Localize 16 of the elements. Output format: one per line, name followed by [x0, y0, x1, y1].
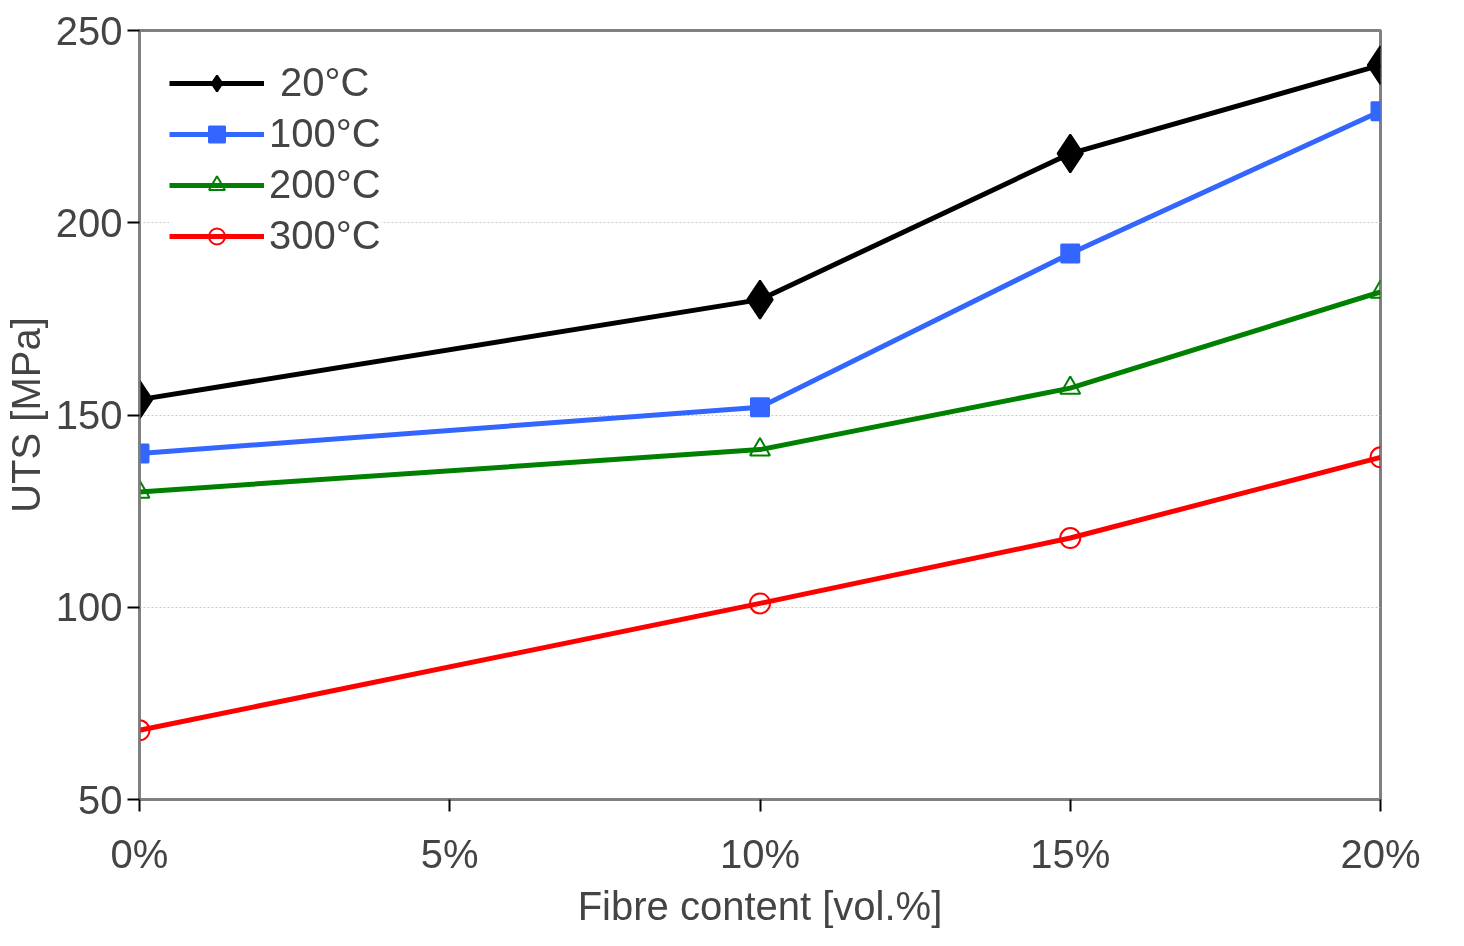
x-tick-label: 5% [420, 831, 479, 876]
y-tick-label: 150 [55, 393, 123, 437]
legend-label: 20°C [279, 60, 370, 105]
x-tick-label: 10% [719, 831, 801, 876]
y-tick-label: 200 [55, 200, 123, 245]
x-tick-label: 15% [1030, 831, 1111, 876]
y-tick-label: 250 [55, 8, 123, 53]
x-tick-label: 20% [1340, 831, 1421, 876]
legend-label: 100°C [269, 111, 381, 156]
y-axis-title: UTS [MPa] [3, 317, 48, 513]
y-tick-label: 100 [55, 585, 123, 630]
legend-label: 200°C [269, 162, 381, 207]
legend-label: 300°C [269, 213, 381, 258]
y-tick-label: 50 [78, 777, 123, 822]
x-tick-label: 0% [110, 831, 169, 876]
x-axis-title: Fibre content [vol.%] [577, 883, 943, 928]
